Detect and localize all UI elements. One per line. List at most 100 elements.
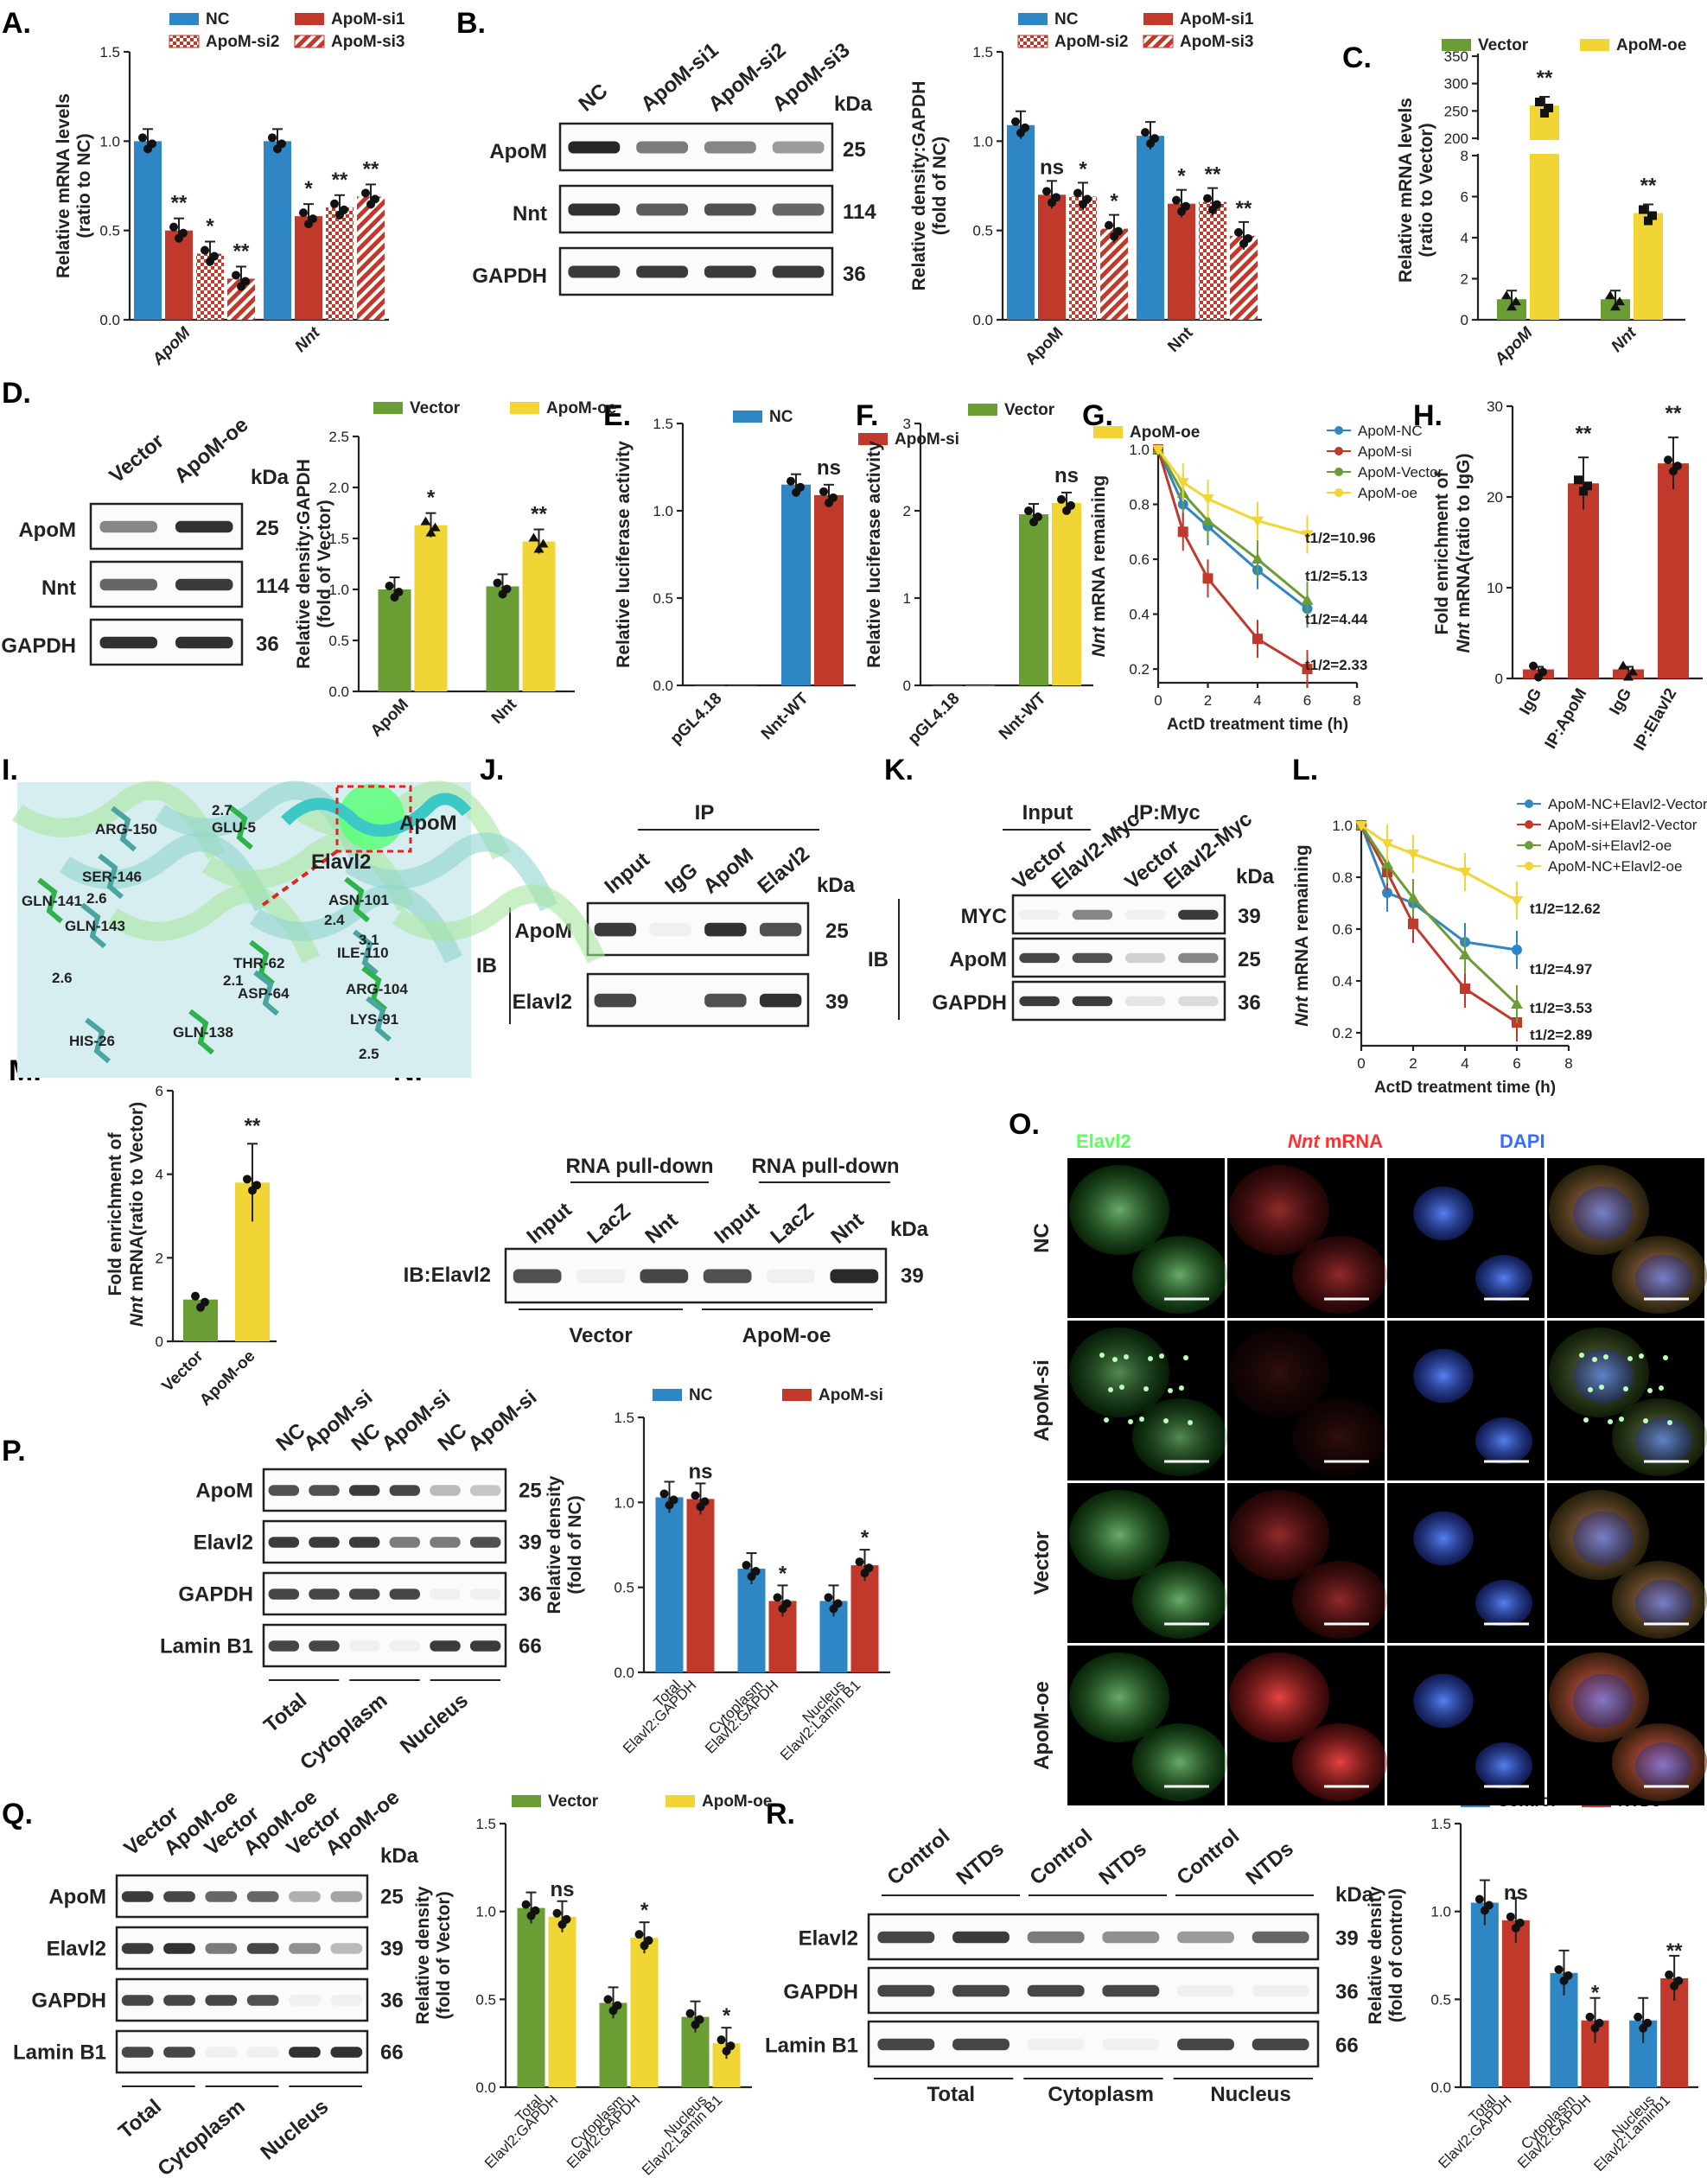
- panel-b-bar: [1230, 235, 1258, 320]
- residue-stick: [361, 965, 387, 1012]
- panel-f-bar: [1019, 514, 1048, 685]
- panel-m-ytick-label: 0: [156, 1334, 163, 1350]
- panel-label-c: C.: [1342, 41, 1372, 74]
- panel-l-xtick-label: 0: [1357, 1055, 1365, 1072]
- panel-g-point: [1301, 594, 1314, 605]
- residue-stick: [249, 939, 275, 986]
- chart-r: 0.00.51.01.5nsTotalElavl2:GAPDH*Cytoplas…: [1366, 1792, 1698, 2174]
- panel-h-significance: **: [1576, 422, 1592, 445]
- panel-p-band: [469, 1485, 501, 1496]
- panel-q-membrane: [115, 1977, 369, 2022]
- panel-g-ytick-label: 0.6: [1129, 551, 1150, 568]
- panel-k-band-name: ApoM: [949, 948, 1007, 971]
- panel-r-point: [1634, 2012, 1643, 2022]
- panel-r-lane-label: Control: [1173, 1824, 1245, 1890]
- panel-d-band-kda: 114: [256, 575, 290, 598]
- panel-q-ylabel-group: Relative density (fold of Vector): [413, 1886, 454, 2024]
- panel-f-significance: ns: [1054, 464, 1079, 487]
- panel-d-significance: *: [427, 487, 436, 510]
- panel-r-ytick-label: 1.0: [1430, 1904, 1451, 1920]
- panel-j-band: [594, 993, 637, 1008]
- panel-g-point: [1176, 478, 1189, 489]
- panel-g-point: [1152, 445, 1164, 455]
- nnt-signal: [1292, 1398, 1387, 1476]
- panel-label-o: O.: [1009, 1108, 1040, 1141]
- panel-p-point: [747, 1572, 756, 1582]
- elavl2-puncta: [1179, 1385, 1184, 1391]
- microscopy-col-header: Elavl2: [1076, 1130, 1131, 1152]
- panel-l-point: [1381, 839, 1393, 850]
- panel-c-point: [1615, 296, 1625, 306]
- panel-p-band: [430, 1640, 461, 1652]
- panel-b-band-kda: 114: [843, 201, 876, 224]
- panel-l-ylabel-rest: mRNA remaining: [1292, 844, 1312, 996]
- elavl2-signal: [1069, 1165, 1169, 1255]
- panel-d-ytick-label: 0.5: [328, 633, 349, 649]
- panel-e-category-label: pGL4.18: [667, 690, 726, 748]
- microscopy-row-label: ApoM-oe: [1030, 1681, 1054, 1770]
- panel-p-ytick-label: 1.0: [614, 1494, 634, 1511]
- panel-r-point: [1480, 1906, 1489, 1915]
- panel-q-point: [722, 2047, 731, 2056]
- residue-label: GLN-138: [173, 1024, 233, 1041]
- dapi-signal: [1475, 1255, 1532, 1302]
- panel-a-legend-label: NC: [206, 10, 230, 29]
- panel-p-band-name: Elavl2: [194, 1531, 253, 1555]
- panel-q-band: [330, 1995, 363, 2006]
- panel-p-bar: [737, 1569, 766, 1672]
- panel-f-ylabel-group: Relative luciferase activity: [864, 441, 884, 668]
- panel-f-ytick-label: 2: [903, 503, 911, 519]
- elavl2-puncta: [1128, 1419, 1133, 1424]
- panel-q-band: [289, 1995, 321, 2006]
- panel-b-point: [1234, 227, 1243, 237]
- panel-c-significance: **: [1537, 67, 1553, 90]
- elavl2-ribbon: [281, 793, 472, 837]
- panel-k-band: [1178, 909, 1219, 920]
- elavl2-signal: [1132, 1398, 1227, 1476]
- panel-n-band-kda: 39: [901, 1264, 924, 1288]
- panel-q-fraction-label: Cytoplasm: [153, 2095, 249, 2181]
- panel-a-point: [175, 233, 183, 243]
- elavl2-puncta: [1139, 1417, 1144, 1422]
- panel-b-band-name: GAPDH: [472, 264, 547, 288]
- residue-label: GLU-5: [212, 819, 256, 836]
- panel-r-band-kda: 36: [1335, 1980, 1359, 2003]
- panel-g-halflife: t1/2=10.96: [1305, 530, 1376, 546]
- panel-q-bar: [548, 1916, 576, 2087]
- elavl2-puncta: [1124, 1354, 1129, 1359]
- panel-d-band: [99, 578, 157, 591]
- panel-n-band: [767, 1269, 815, 1283]
- panel-q-significance: ns: [550, 1878, 574, 1901]
- panel-f-ytick-label: 1: [903, 590, 911, 607]
- panel-p-band-name: GAPDH: [178, 1583, 253, 1607]
- panel-q-band-name: ApoM: [48, 1886, 106, 1909]
- nnt-signal: [1229, 1652, 1329, 1742]
- microscopy-row-label: Vector: [1030, 1531, 1054, 1595]
- panel-g-legend-label: ApoM-oe: [1358, 485, 1417, 501]
- panel-f-category-label: Nnt-WT: [996, 689, 1050, 743]
- panel-p-bar: [686, 1499, 715, 1672]
- panel-e-ytick-label: 1.0: [653, 503, 673, 519]
- panel-g-xtick-label: 0: [1154, 692, 1162, 709]
- apom-label: ApoM: [399, 812, 457, 835]
- panel-c-ylabel: Relative mRNA levels: [1396, 98, 1416, 283]
- panel-l-legend-label: ApoM-NC+Elavl2-Vector: [1548, 796, 1707, 812]
- panel-g-legend-label: ApoM-Vector: [1358, 464, 1443, 481]
- panel-b-significance: ns: [1040, 156, 1064, 179]
- panel-q-legend-label: Vector: [548, 1792, 599, 1811]
- panel-k-ip-header: IP:Myc: [1133, 801, 1200, 825]
- panel-g-point: [1252, 634, 1263, 645]
- panel-b-band: [568, 203, 621, 216]
- panel-f-point: [1024, 506, 1033, 516]
- panel-c-point: [1644, 216, 1653, 226]
- panel-p-fraction-label: Cytoplasm: [296, 1689, 392, 1775]
- panel-g-point: [1202, 573, 1213, 584]
- panel-l-legend-label: ApoM-NC+Elavl2-oe: [1548, 858, 1682, 875]
- panel-b-point: [1208, 205, 1217, 214]
- panel-p-band: [348, 1485, 380, 1496]
- panel-a-bar: [264, 141, 291, 320]
- panel-r-band-kda: 66: [1335, 2034, 1359, 2057]
- panel-q-significance: *: [640, 1899, 649, 1922]
- panel-g-ytick-label: 0.2: [1129, 661, 1150, 678]
